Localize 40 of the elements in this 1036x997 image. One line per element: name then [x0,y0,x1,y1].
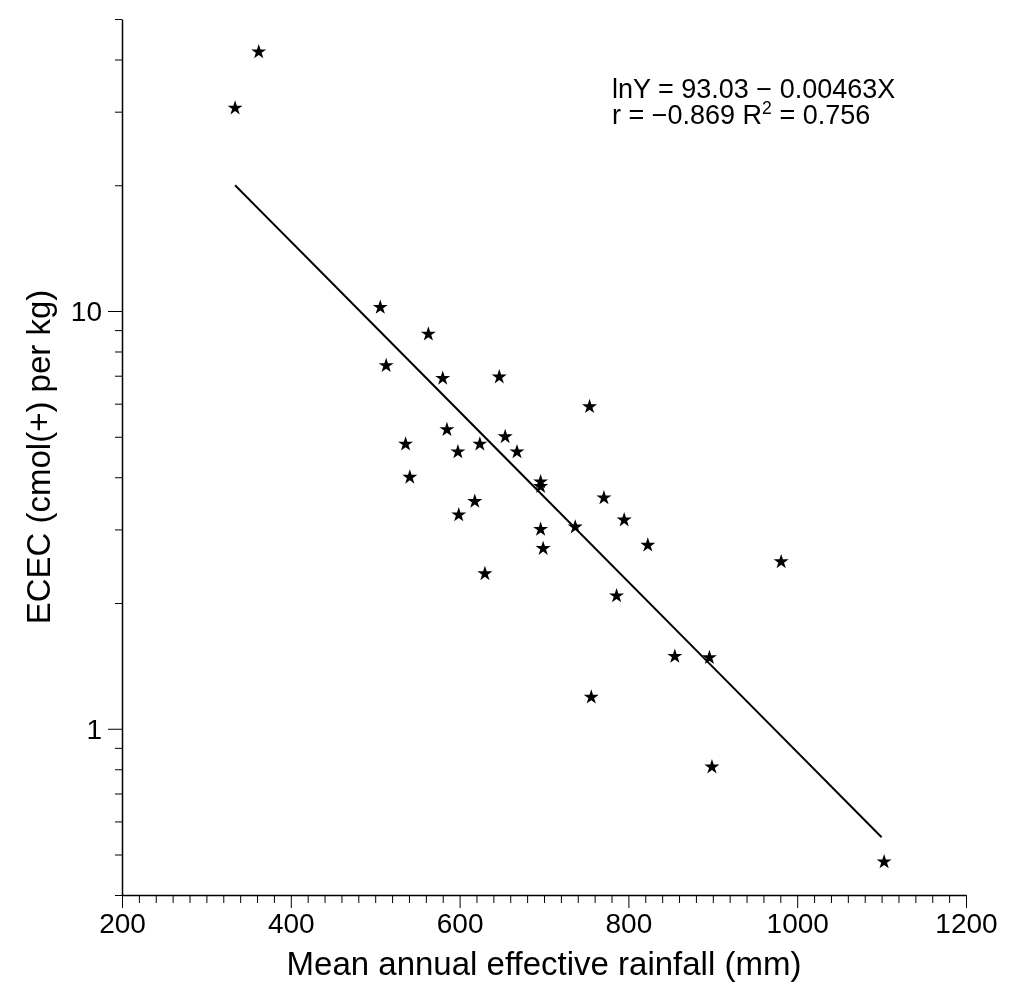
point [616,512,632,527]
point [251,44,267,59]
point [402,469,418,484]
point [439,421,455,437]
point [609,587,625,603]
point [640,537,656,552]
point [477,565,493,581]
x-tick-label: 600 [436,908,484,939]
point [535,540,551,555]
point [497,428,513,444]
y-tick-label: 10 [70,296,102,328]
point [467,493,483,508]
point [450,443,466,459]
point [876,854,892,869]
point [491,369,507,384]
point [435,370,451,385]
point [227,100,243,115]
point [372,299,388,314]
y-axis-title: ECEC (cmol(+) per kg) [20,289,57,625]
y-tick-label: 1 [86,714,102,746]
point [378,357,394,373]
point [533,521,549,536]
point [704,759,720,774]
point [701,649,717,665]
point [472,436,488,451]
x-tick-label: 1000 [766,908,829,939]
x-tick-label: 200 [99,908,146,939]
point [582,398,598,414]
point [667,648,683,663]
x-axis-title: Mean annual effective rainfall (mm) [286,945,802,982]
point [420,326,436,341]
point [451,507,467,522]
point [583,689,599,704]
x-tick-label: 800 [605,908,653,939]
point [773,553,789,569]
point [596,489,612,505]
point [398,436,414,451]
x-tick-label: 400 [267,908,315,939]
x-tick-label: 1200 [935,908,998,939]
point [509,443,525,459]
